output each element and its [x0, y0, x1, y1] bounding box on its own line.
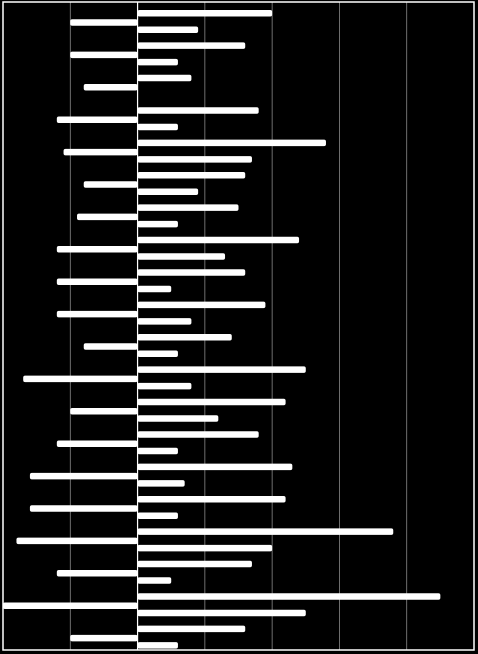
bar-positive	[137, 609, 306, 617]
bar-negative	[29, 505, 138, 512]
bar-negative	[83, 84, 138, 91]
bar-positive	[137, 398, 286, 406]
bar-negative	[70, 19, 138, 26]
bar-positive	[137, 204, 239, 211]
bar-positive	[137, 269, 246, 276]
bar-negative	[83, 343, 138, 350]
bar-negative	[56, 278, 138, 285]
bar-negative	[56, 440, 138, 447]
bar-positive	[137, 463, 293, 471]
bar-positive	[137, 528, 394, 535]
bar-negative	[70, 408, 138, 415]
bar-negative	[23, 375, 138, 383]
bar-negative	[83, 181, 138, 188]
bar-positive	[137, 74, 192, 82]
bar-positive	[137, 593, 441, 600]
bar-negative	[3, 602, 138, 609]
bar-positive	[137, 560, 252, 568]
bar-positive	[137, 220, 178, 228]
bar-positive	[137, 431, 259, 438]
bar-positive	[137, 107, 259, 114]
bars	[3, 10, 441, 649]
bar-positive	[137, 123, 178, 131]
bar-negative	[70, 51, 138, 59]
bar-negative	[16, 537, 138, 545]
bar-positive	[137, 188, 199, 195]
bar-positive	[137, 301, 266, 309]
bar-negative	[29, 472, 138, 480]
bar-negative	[56, 116, 138, 123]
bar-positive	[137, 577, 172, 584]
bar-positive	[137, 318, 192, 325]
bar-positive	[137, 512, 178, 519]
bar-positive	[137, 10, 273, 17]
bar-positive	[137, 496, 286, 503]
bar-negative	[63, 148, 138, 156]
bar-positive	[137, 366, 306, 373]
bar-positive	[137, 236, 300, 244]
bar-positive	[137, 172, 246, 179]
bar-positive	[137, 382, 192, 390]
bar-negative	[56, 246, 138, 253]
bar-negative	[56, 310, 138, 318]
bar-negative	[56, 570, 138, 577]
bar-positive	[137, 447, 178, 455]
bar-positive	[137, 334, 232, 341]
bar-positive	[137, 350, 178, 357]
bar-positive	[137, 415, 219, 422]
bar-negative	[77, 213, 138, 221]
bar-positive	[137, 156, 252, 163]
bar-positive	[137, 544, 273, 552]
bar-positive	[137, 480, 185, 487]
bar-positive	[137, 42, 246, 49]
bar-positive	[137, 642, 178, 649]
bar-positive	[137, 285, 172, 293]
gridlines	[69, 2, 408, 650]
bar-positive	[137, 253, 226, 260]
bar-positive	[137, 139, 326, 147]
bar-positive	[137, 625, 246, 633]
bar-negative	[70, 634, 138, 642]
bar-positive	[137, 26, 199, 33]
bar-positive	[137, 58, 178, 66]
